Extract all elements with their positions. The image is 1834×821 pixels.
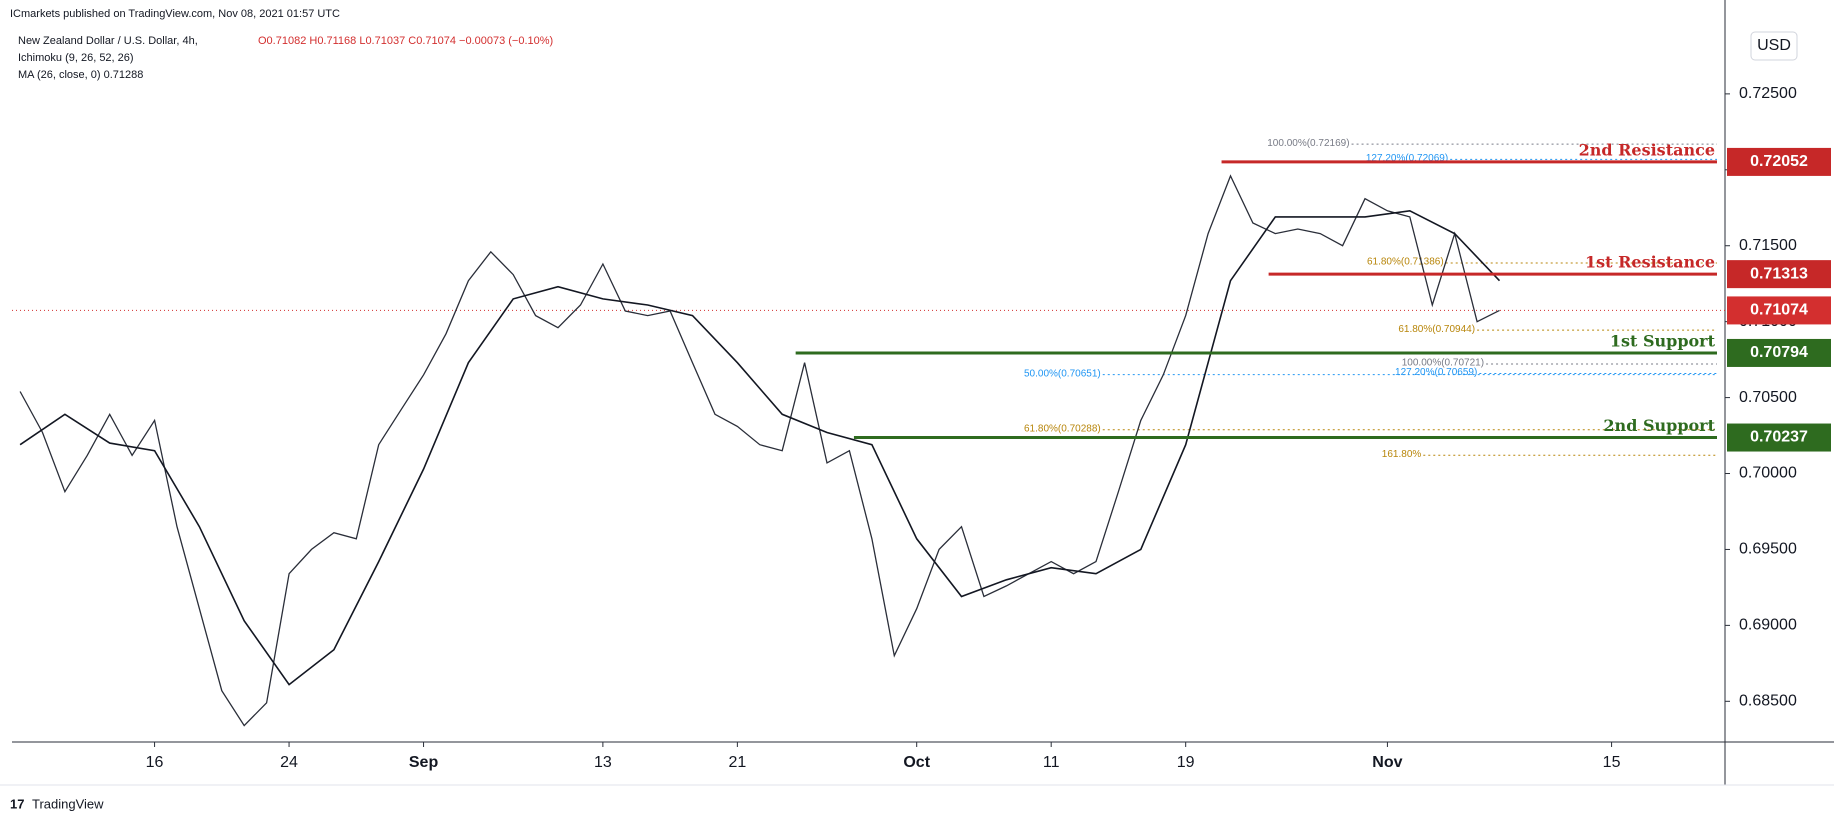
x-tick-label: 13 xyxy=(594,754,612,771)
currency-button[interactable] xyxy=(1750,31,1798,61)
x-tick-label: 21 xyxy=(728,754,746,771)
fib-label: 127.20%(0.72069) xyxy=(1366,153,1448,164)
publisher: ICmarkets published on TradingView.com, … xyxy=(10,8,340,20)
fib-label: 100.00%(0.72169) xyxy=(1267,138,1349,149)
fib-label: 100.00%(0.70721) xyxy=(1402,358,1484,369)
series-line xyxy=(19,209,1501,686)
currency[interactable]: USD xyxy=(1757,37,1791,54)
level-name: 2nd Resistance xyxy=(1579,140,1715,159)
level-badge-label: 0.70794 xyxy=(1750,344,1808,361)
y-tick-label: 0.72500 xyxy=(1739,85,1797,102)
fib-label: 61.80%(0.71386) xyxy=(1367,257,1444,268)
y-tick-label: 0.69500 xyxy=(1739,541,1797,558)
symbol: New Zealand Dollar / U.S. Dollar, 4h, xyxy=(18,35,198,47)
series-line xyxy=(19,174,1500,727)
x-tick-label: Nov xyxy=(1372,754,1402,771)
level-badge-label: 0.72052 xyxy=(1750,153,1808,170)
fib-label: 50.00%(0.70651) xyxy=(1024,368,1101,379)
ohlc: O0.71082 H0.71168 L0.71037 C0.71074 −0.0… xyxy=(258,35,553,47)
level-name: 1st Support xyxy=(1610,331,1716,350)
fib-label: 127.20%(0.70659) xyxy=(1395,367,1477,378)
level-badge xyxy=(1727,147,1831,176)
last-price-badge xyxy=(1727,296,1831,325)
x-tick-label: 15 xyxy=(1603,754,1621,771)
level-badge xyxy=(1727,423,1831,452)
y-tick-label: 0.69000 xyxy=(1739,617,1797,634)
x-tick-label: 16 xyxy=(146,754,164,771)
ichimoku-label: Ichimoku (9, 26, 52, 26) xyxy=(18,52,134,64)
x-tick-label: Oct xyxy=(903,754,930,771)
fib-label: 161.80% xyxy=(1382,449,1422,460)
fib-label: 61.80%(0.70944) xyxy=(1398,324,1475,335)
footer-logo: 17 xyxy=(10,796,24,811)
level-badge xyxy=(1727,338,1831,367)
level-name: 1st Resistance xyxy=(1585,253,1715,272)
x-tick-label: 19 xyxy=(1177,754,1195,771)
x-tick-label: 24 xyxy=(280,754,298,771)
x-tick-label: Sep xyxy=(409,754,439,771)
level-name: 2nd Support xyxy=(1603,416,1715,435)
x-tick-label: 11 xyxy=(1043,754,1060,771)
y-tick-label: 0.70500 xyxy=(1739,389,1797,406)
y-tick-label: 0.68500 xyxy=(1739,693,1797,710)
last-price-label: 0.71074 xyxy=(1750,302,1808,319)
fib-label: 61.80%(0.70288) xyxy=(1024,423,1101,434)
footer-brand: TradingView xyxy=(32,796,104,811)
level-badge-label: 0.70237 xyxy=(1750,429,1808,446)
y-tick-label: 0.70000 xyxy=(1739,465,1797,482)
y-tick-label: 0.71500 xyxy=(1739,237,1797,254)
ma-label: MA (26, close, 0) 0.71288 xyxy=(18,69,143,81)
level-badge-label: 0.71313 xyxy=(1750,265,1808,282)
level-badge xyxy=(1727,260,1831,289)
